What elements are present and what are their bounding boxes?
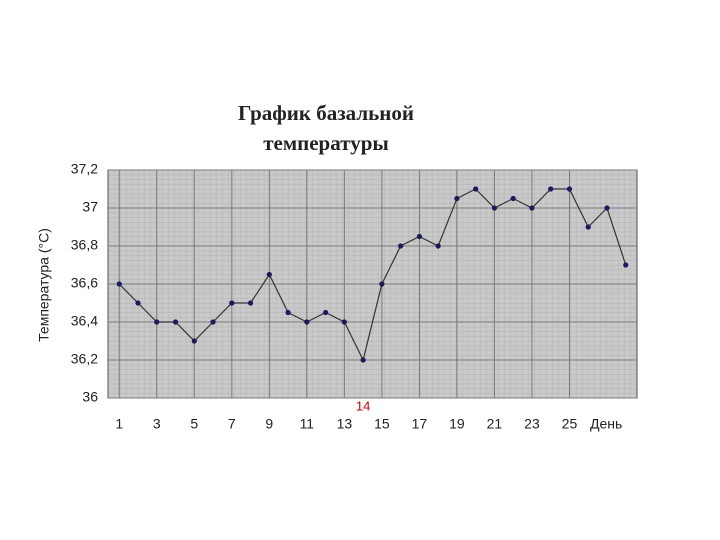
y-tick-label: 36,4 — [71, 313, 98, 329]
data-point — [116, 281, 122, 287]
data-point — [323, 309, 329, 316]
data-point — [191, 338, 197, 344]
data-point — [604, 205, 610, 211]
x-axis-label: День — [590, 416, 622, 432]
data-point — [285, 309, 291, 316]
data-point — [210, 319, 216, 325]
y-tick-label: 36,8 — [71, 237, 98, 253]
data-line — [118, 188, 627, 362]
x-tick-label: 9 — [265, 416, 273, 432]
data-point — [585, 224, 591, 230]
chart-title: температуры — [263, 131, 389, 155]
data-point — [454, 195, 460, 202]
data-point — [435, 243, 441, 249]
x-tick-label: 17 — [412, 416, 428, 432]
data-point — [341, 319, 347, 325]
x-tick-label: 15 — [374, 416, 390, 432]
x-tick-label: 11 — [300, 416, 315, 432]
data-point — [154, 319, 160, 325]
data-point — [566, 186, 573, 192]
data-point — [548, 186, 554, 192]
data-point — [229, 300, 235, 306]
data-point — [510, 195, 516, 202]
data-point — [491, 205, 498, 211]
data-point — [135, 300, 141, 306]
y-tick-label: 37,2 — [71, 161, 98, 177]
data-point — [416, 233, 422, 240]
x-tick-label: 21 — [487, 416, 503, 432]
y-axis-label: Температура (°С) — [36, 228, 52, 342]
y-tick-label: 36,6 — [71, 275, 98, 291]
data-point — [304, 319, 310, 325]
data-point — [172, 319, 179, 325]
y-tick-label: 36,2 — [71, 351, 98, 367]
data-point — [398, 243, 404, 249]
data-point — [266, 271, 272, 278]
x-tick-label: 5 — [190, 416, 198, 432]
data-point — [379, 281, 385, 287]
data-point — [529, 205, 535, 211]
chart-title: График базальной — [238, 101, 414, 125]
x-tick-label: 1 — [115, 416, 123, 432]
x-tick-label: 19 — [449, 416, 465, 432]
x-tick-label: 3 — [153, 416, 161, 432]
data-point — [623, 262, 629, 268]
annotation: 14 — [356, 398, 370, 413]
x-tick-label: 25 — [562, 416, 578, 432]
x-tick-label: 7 — [228, 416, 236, 432]
data-point — [247, 300, 254, 306]
data-point — [473, 186, 479, 192]
data-point — [360, 357, 366, 363]
y-tick-label: 37 — [82, 199, 98, 215]
x-tick-label: 13 — [337, 416, 353, 432]
y-tick-label: 36 — [82, 389, 98, 405]
x-tick-label: 23 — [524, 416, 540, 432]
